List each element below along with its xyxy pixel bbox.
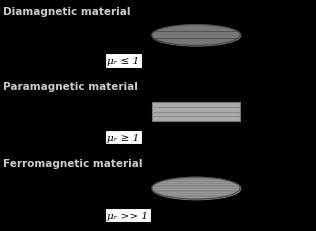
Text: Ferromagnetic material: Ferromagnetic material [3, 158, 143, 168]
Text: μᵣ ≥ 1: μᵣ ≥ 1 [107, 133, 140, 142]
Text: Paramagnetic material: Paramagnetic material [3, 82, 138, 92]
Text: Diamagnetic material: Diamagnetic material [3, 7, 131, 17]
Text: μᵣ ≤ 1: μᵣ ≤ 1 [107, 57, 140, 66]
Text: μᵣ >> 1: μᵣ >> 1 [107, 211, 149, 220]
Bar [152, 102, 240, 122]
